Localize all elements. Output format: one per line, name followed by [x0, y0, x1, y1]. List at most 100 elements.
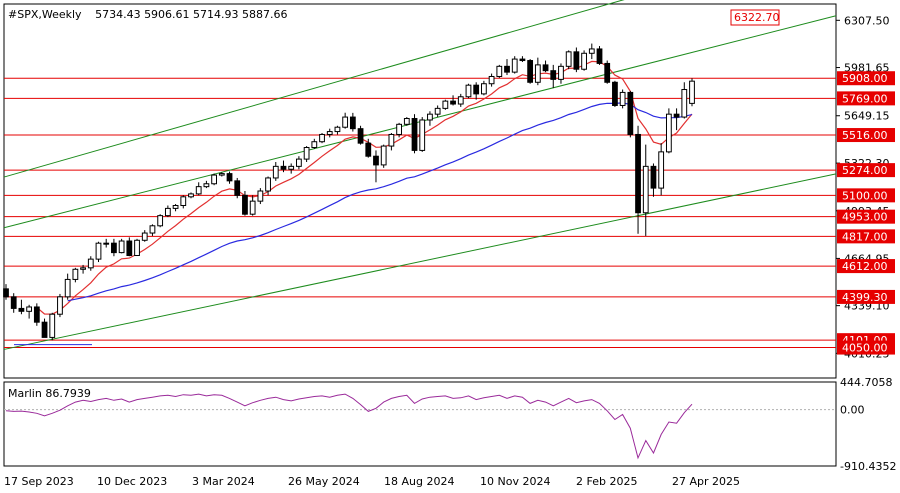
candle-body	[665, 113, 672, 153]
candle-body	[689, 80, 695, 104]
candle-body	[157, 215, 164, 227]
candle-35	[272, 162, 279, 181]
candle-22	[172, 204, 179, 212]
candle-body	[642, 165, 649, 214]
candle-body	[288, 165, 295, 170]
blue-moving-average	[67, 102, 693, 302]
candle-body	[64, 278, 71, 298]
candle-20	[157, 214, 164, 228]
candle-34	[265, 176, 271, 196]
candle-body	[588, 48, 595, 54]
candle-body	[103, 242, 110, 245]
level-tag-text: 5908.00	[842, 72, 888, 85]
candle-84	[650, 163, 657, 197]
candle-59	[457, 93, 464, 107]
date-tick-label-7: 27 Apr 2025	[672, 475, 740, 488]
candle-87	[673, 108, 680, 131]
candle-16	[126, 237, 133, 257]
level-price-tag-2: 5516.00	[837, 128, 895, 143]
date-tick-label-5: 10 Nov 2024	[480, 475, 550, 488]
candle-body	[342, 116, 349, 128]
candle-body	[527, 60, 534, 83]
candle-body	[442, 100, 449, 109]
candle-24	[188, 192, 194, 199]
date-tick-label-6: 2 Feb 2025	[576, 475, 637, 488]
candle-46	[357, 125, 364, 145]
candle-body	[396, 123, 402, 135]
candle-body	[149, 225, 156, 234]
candle-body	[172, 204, 179, 209]
candle-52	[403, 117, 410, 126]
price-pane-frame	[3, 3, 837, 379]
level-tag-text: 5274.00	[842, 164, 888, 177]
level-price-tag-10: 4050.00	[837, 340, 895, 355]
candle-body	[673, 113, 680, 118]
candle-82	[635, 125, 641, 234]
candle-body	[296, 158, 302, 167]
candle-28	[218, 172, 225, 177]
candle-77	[596, 46, 603, 65]
candle-17	[134, 238, 140, 257]
candle-body	[427, 113, 433, 121]
candle-body	[303, 147, 310, 160]
candle-body	[218, 173, 225, 176]
price-tick-label-2: 5649.15	[844, 110, 890, 123]
level-price-tag-7: 4612.00	[837, 259, 895, 274]
level-price-tag-3: 5274.00	[837, 163, 895, 178]
level-price-tag-0: 5908.00	[837, 71, 895, 86]
candle-body	[249, 200, 256, 215]
level-tag-text: 4817.00	[842, 230, 888, 243]
candle-10	[80, 264, 86, 274]
candle-body	[326, 131, 333, 135]
candle-67	[519, 56, 526, 62]
candle-55	[427, 111, 433, 126]
candle-68	[527, 59, 534, 84]
candle-body	[41, 321, 48, 338]
candle-body	[380, 145, 387, 166]
candle-23	[180, 195, 187, 209]
candle-body	[141, 232, 148, 241]
candle-69	[534, 57, 541, 86]
candle-body	[349, 116, 356, 130]
candle-body	[257, 190, 264, 202]
candle-body	[581, 52, 587, 70]
level-tag-bg	[837, 229, 895, 244]
candle-body	[681, 89, 688, 118]
candle-body	[226, 173, 233, 182]
candle-51	[396, 122, 402, 138]
candle-74	[573, 47, 580, 73]
level-tag-text: 4399.30	[842, 291, 888, 304]
level-tag-bg	[837, 289, 895, 304]
candle-body	[49, 313, 56, 338]
osc-tick-label-0: 444.7058	[840, 376, 893, 389]
candle-36	[280, 160, 287, 173]
candle-body	[265, 177, 271, 192]
candle-38	[296, 156, 302, 170]
candle-89	[689, 78, 695, 107]
candle-61	[473, 82, 480, 100]
level-tag-bg	[837, 209, 895, 224]
level-tag-bg	[837, 128, 895, 143]
candle-body	[234, 180, 241, 196]
candle-body	[565, 51, 572, 67]
osc-tick-label-1: 0.00	[840, 404, 865, 417]
candle-58	[450, 95, 456, 106]
candle-body	[457, 96, 464, 105]
candle-49	[380, 144, 387, 168]
date-tick-label-4: 18 Aug 2024	[384, 475, 454, 488]
level-tag-bg	[837, 71, 895, 86]
candle-19	[149, 224, 156, 236]
candle-14	[111, 238, 117, 257]
candle-body	[365, 142, 372, 157]
candle-body	[511, 58, 518, 73]
candle-body	[180, 196, 187, 206]
candle-body	[504, 65, 510, 73]
candle-81	[627, 90, 634, 138]
candle-body	[596, 48, 603, 64]
level-tag-text: 4050.00	[842, 342, 888, 355]
candle-body	[488, 75, 495, 85]
channel-line-0	[3, 0, 625, 178]
candle-79	[612, 80, 618, 107]
